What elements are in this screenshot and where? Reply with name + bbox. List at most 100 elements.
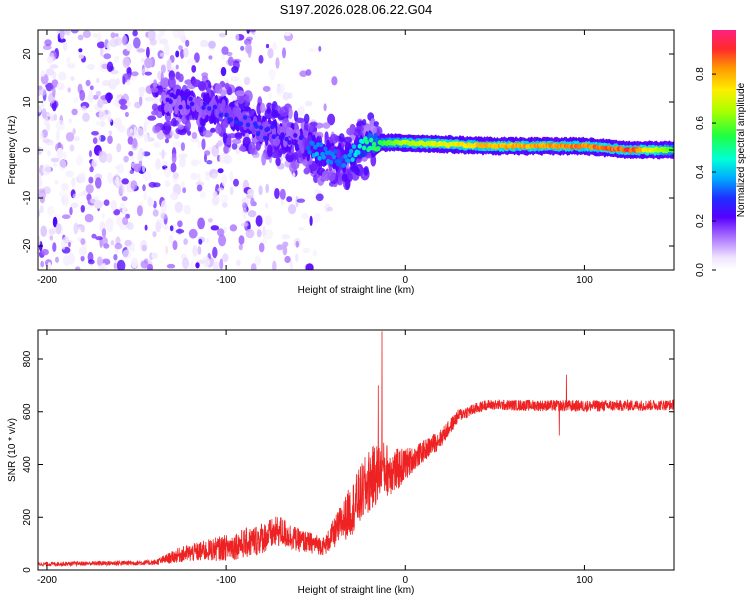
spectrogram-noise-blob	[134, 101, 142, 109]
spectrogram-noise-blob	[296, 198, 306, 203]
spectrogram-noise-blob	[116, 259, 126, 270]
spectrogram-noise-blob	[178, 153, 184, 159]
spectrogram-signal-cell	[317, 155, 322, 161]
spectrogram-noise-blob	[205, 173, 211, 181]
spectrogram-noise-blob	[197, 259, 206, 264]
spectrogram-halo-blob	[321, 170, 329, 181]
spectrogram-noise-blob	[218, 32, 227, 38]
spectrogram-signal-cell	[293, 133, 298, 138]
spectrogram-signal-cell	[350, 157, 355, 163]
spectrogram-noise-blob	[61, 182, 69, 191]
spectrogram-noise-blob	[152, 231, 157, 238]
spectrogram-noise-blob	[151, 252, 158, 259]
spectrogram-noise-blob	[190, 159, 199, 167]
spectrogram-signal-cell	[188, 96, 193, 102]
spectrogram-noise-blob	[56, 129, 60, 142]
spectrogram-noise-blob	[115, 176, 120, 186]
spectrogram-noise-blob	[318, 45, 322, 52]
spectrogram-noise-blob	[93, 200, 103, 209]
spectrogram-noise-blob	[127, 73, 131, 81]
snr-x-tick-label: 100	[576, 575, 593, 586]
spectrogram-noise-blob	[242, 207, 247, 220]
spectrogram-noise-blob	[85, 79, 91, 87]
spectrogram-halo-blob	[184, 119, 191, 132]
spectrogram-noise-blob	[45, 68, 55, 76]
spectrogram-noise-blob	[87, 259, 95, 265]
spectrogram-signal-cell	[331, 154, 337, 160]
spectrogram-noise-blob	[288, 204, 297, 215]
colorbar-label: Normalized spectral amplitude	[736, 82, 747, 217]
spectrogram-noise-blob	[65, 30, 71, 36]
spectrogram-noise-blob	[166, 58, 173, 71]
spectrogram-noise-blob	[204, 150, 211, 156]
spectrogram-noise-blob	[216, 228, 225, 237]
spectrogram-noise-blob	[247, 188, 255, 196]
spectrogram-noise-blob	[131, 71, 139, 77]
spectrogram-noise-blob	[144, 57, 153, 69]
spectrogram-noise-blob	[148, 181, 157, 188]
spectrogram-noise-blob	[109, 38, 119, 48]
spectrogram-noise-blob	[98, 151, 108, 163]
spectrogram-noise-blob	[169, 130, 175, 136]
colorbar-tick-label: 0.2	[695, 214, 706, 228]
spectrogram-noise-blob	[182, 187, 187, 194]
spectrogram-noise-blob	[165, 245, 169, 255]
spectrogram-noise-blob	[52, 71, 57, 80]
spectrogram-noise-blob	[283, 31, 291, 37]
spectrogram-noise-blob	[331, 76, 338, 86]
spectrogram-noise-blob	[52, 242, 57, 253]
spectrogram-noise-blob	[194, 52, 200, 63]
spectrogram-noise-blob	[55, 256, 59, 263]
spectrogram-noise-blob	[140, 57, 145, 64]
spectrogram-noise-blob	[49, 52, 55, 58]
spectrogram-noise-blob	[116, 143, 122, 153]
spectrogram-signal-cell	[318, 142, 324, 148]
spectrogram-halo-blob	[273, 109, 279, 117]
spectrogram-noise-blob	[42, 164, 52, 176]
spectrogram-noise-blob	[231, 142, 238, 150]
spectrogram-noise-blob	[282, 91, 290, 101]
spectrogram-noise-blob	[248, 30, 257, 33]
spectrogram-noise-blob	[110, 240, 115, 246]
spectrogram-noise-blob	[227, 56, 234, 67]
spectrogram-halo-blob	[222, 132, 228, 144]
spectrogram-noise-blob	[59, 30, 65, 40]
spectrogram-noise-blob	[279, 188, 286, 201]
spectrogram-halo-blob	[248, 141, 256, 154]
spectrogram-halo-blob	[349, 123, 356, 135]
spectrogram-noise-blob	[174, 201, 183, 213]
spectrogram-noise-blob	[170, 192, 179, 201]
spectrogram-noise-blob	[236, 259, 241, 266]
spectrogram-noise-blob	[267, 48, 274, 59]
spectrogram-signal-cell	[341, 162, 347, 168]
spectrogram-y-tick-label: 0	[22, 147, 33, 153]
spectrogram-noise-blob	[272, 260, 277, 270]
spectrogram-noise-blob	[219, 258, 224, 270]
spectrogram-noise-blob	[258, 185, 263, 196]
spectrogram-noise-blob	[113, 209, 121, 216]
spectrogram-noise-blob	[162, 160, 168, 167]
spectrogram-noise-blob	[82, 190, 87, 197]
spectrogram-noise-blob	[129, 155, 135, 161]
spectrogram-noise-blob	[188, 228, 198, 239]
spectrogram-noise-blob	[295, 240, 299, 248]
spectrogram-halo-blob	[186, 130, 192, 136]
spectrogram-noise-blob	[91, 158, 98, 168]
spectrogram-noise-blob	[155, 221, 161, 233]
spectrogram-noise-blob	[79, 89, 86, 101]
spectrogram-noise-blob	[42, 138, 51, 144]
spectrogram-noise-blob	[86, 63, 95, 70]
spectrogram-noise-blob	[58, 71, 67, 81]
spectrogram-noise-blob	[98, 264, 104, 270]
spectrogram-noise-blob	[161, 149, 165, 160]
spectrogram-noise-blob	[164, 138, 170, 144]
spectrogram-noise-blob	[97, 98, 104, 108]
snr-y-label: SNR (10 * v/v)	[7, 418, 18, 482]
spectrogram-noise-blob	[44, 39, 52, 47]
spectrogram-halo-blob	[161, 77, 170, 89]
spectrogram-noise-blob	[95, 236, 103, 241]
spectrogram-noise-blob	[265, 183, 270, 194]
spectrogram-noise-blob	[223, 154, 232, 165]
spectrogram-noise-blob	[101, 228, 107, 238]
spectrogram-noise-blob	[159, 38, 169, 45]
